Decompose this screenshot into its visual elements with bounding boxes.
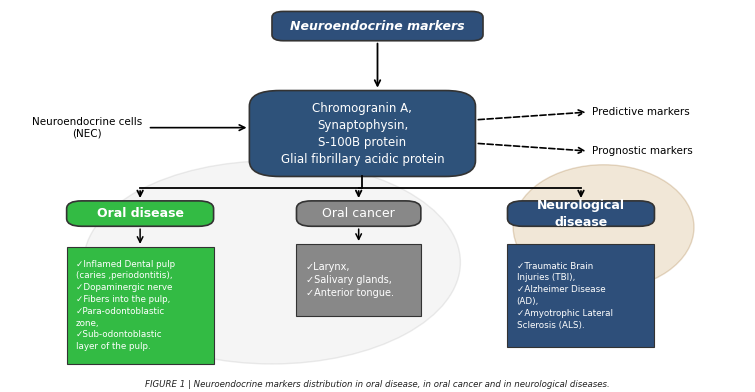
Text: FIGURE 1 | Neuroendocrine markers distribution in oral disease, in oral cancer a: FIGURE 1 | Neuroendocrine markers distri… [145, 380, 610, 389]
FancyBboxPatch shape [507, 201, 655, 226]
FancyBboxPatch shape [249, 91, 476, 176]
Text: Neuroendocrine markers: Neuroendocrine markers [290, 20, 465, 33]
Text: Predictive markers: Predictive markers [592, 107, 690, 117]
Text: ✓Traumatic Brain
Injuries (TBI),
✓Alzheimer Disease
(AD),
✓Amyotrophic Lateral
S: ✓Traumatic Brain Injuries (TBI), ✓Alzhei… [516, 261, 612, 330]
Text: ✓Larynx,
✓Salivary glands,
✓Anterior tongue.: ✓Larynx, ✓Salivary glands, ✓Anterior ton… [306, 262, 393, 298]
Text: Prognostic markers: Prognostic markers [592, 146, 693, 156]
Text: Neurological
disease: Neurological disease [537, 199, 625, 229]
Ellipse shape [513, 165, 694, 290]
Bar [297, 244, 421, 316]
Text: ✓Inflamed Dental pulp
(caries ,periodontitis),
✓Dopaminergic nerve
✓Fibers into : ✓Inflamed Dental pulp (caries ,periodont… [76, 260, 175, 351]
FancyBboxPatch shape [66, 201, 214, 226]
Bar [66, 247, 214, 364]
Text: Chromogranin A,
Synaptophysin,
S-100B protein
Glial fibrillary acidic protein: Chromogranin A, Synaptophysin, S-100B pr… [281, 102, 444, 165]
Ellipse shape [84, 161, 461, 364]
Text: Oral disease: Oral disease [97, 207, 183, 220]
FancyBboxPatch shape [272, 11, 483, 41]
FancyBboxPatch shape [297, 201, 421, 226]
Bar [507, 244, 655, 347]
Text: Neuroendocrine cells
(NEC): Neuroendocrine cells (NEC) [32, 117, 143, 138]
Text: Oral cancer: Oral cancer [322, 207, 395, 220]
